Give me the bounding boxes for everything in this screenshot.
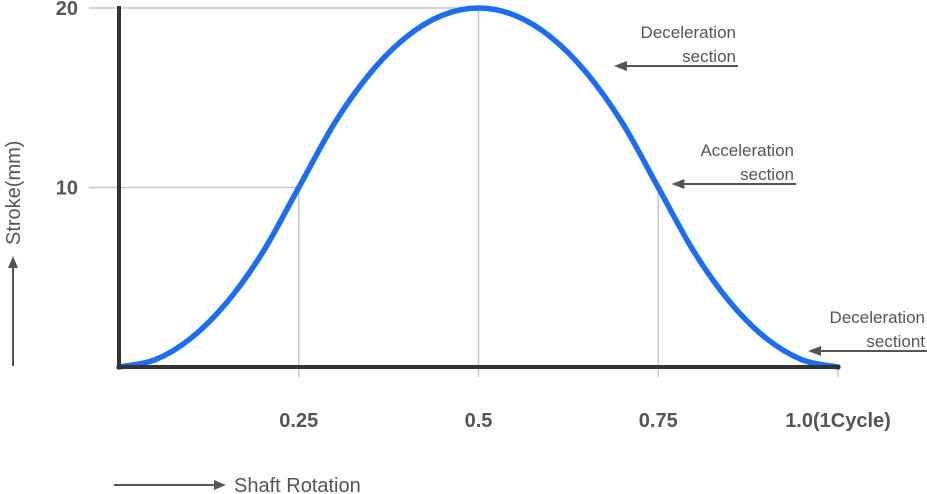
annotation: Deceleration section [613,23,738,71]
y-axis-title-group: Stroke(mm) [3,141,25,366]
annotation-text: sectiont [866,332,925,351]
y-tick-label: 20 [56,0,78,20]
x-axis-title: Shaft Rotation [234,475,361,494]
annotation-arrow-head [808,346,822,356]
x-tick-label: 0.5 [465,410,493,432]
tick-labels: 0.25 0.5 0.75 1.0(1Cycle) 10 20 [56,0,891,432]
axes [117,6,840,369]
x-axis-title-group: Shaft Rotation [114,475,361,494]
stroke-curve [116,5,841,370]
x-tick-label: 1.0(1Cycle) [785,410,891,432]
x-tick-label: 0.75 [639,410,678,432]
annotation: Acceleration section [671,141,796,189]
annotation-text: Acceleration [700,141,794,160]
annotation-text: Deceleration [830,308,925,327]
annotation-text: section [682,47,736,66]
annotation-arrow-head [671,179,685,189]
annotation-text: section [740,165,794,184]
annotations: DecelerationsectionAccelerationsectionDe… [613,23,927,356]
y-axis-title: Stroke(mm) [3,141,25,245]
y-tick-label: 10 [56,178,78,200]
annotation-text: Deceleration [641,23,736,42]
annotation-arrow-head [613,61,627,71]
y-axis-arrow-head [8,256,18,268]
grid-lines [89,7,839,377]
annotation: Deceleration sectiont [808,308,927,356]
x-tick-label: 0.25 [279,410,318,432]
x-axis-arrow-head [214,480,226,490]
